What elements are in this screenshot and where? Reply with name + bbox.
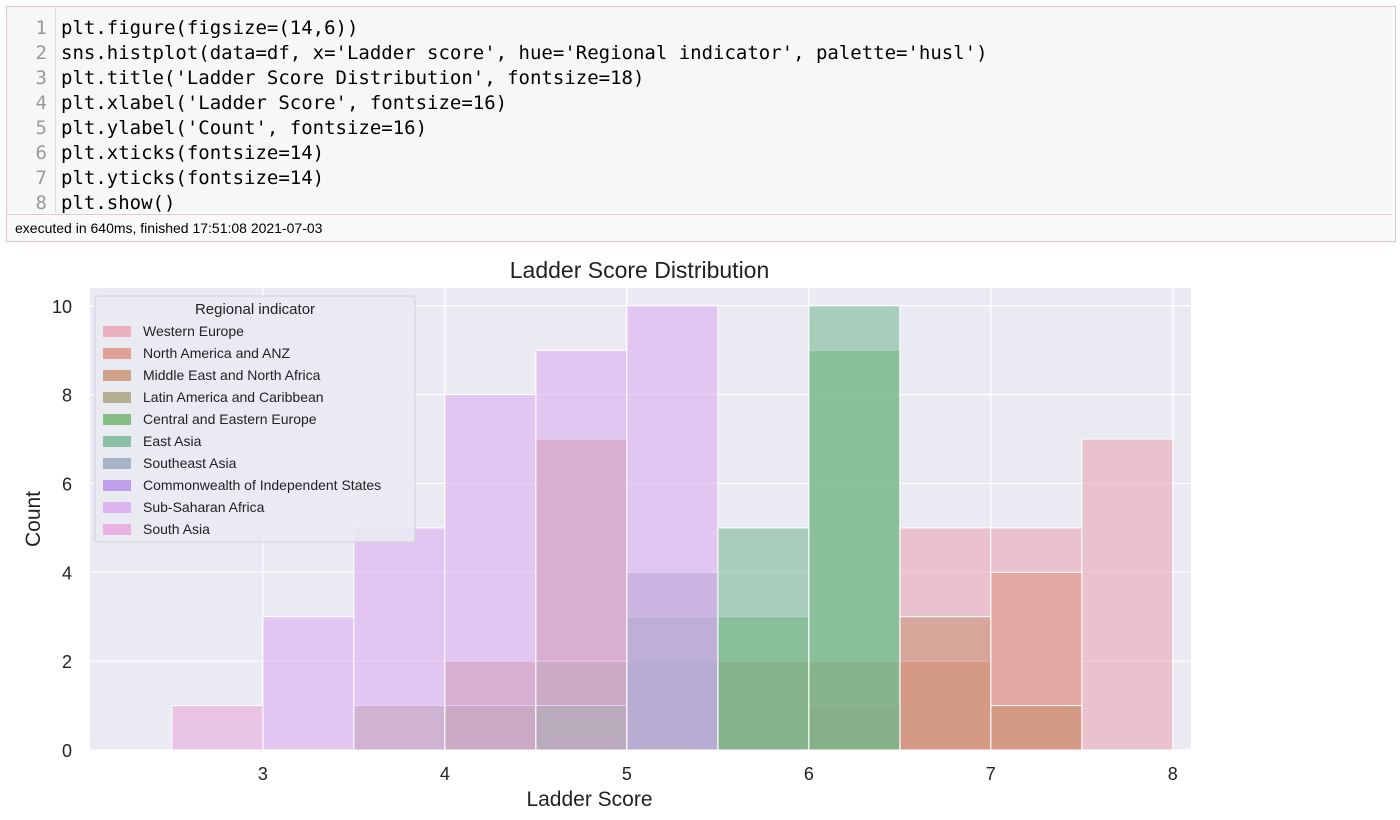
y-tick-label: 4 (62, 563, 72, 583)
histogram-bar (171, 705, 264, 751)
x-tick-label: 6 (804, 764, 814, 784)
x-tick-label: 4 (440, 764, 450, 784)
histogram-bar (353, 527, 446, 751)
histogram-bar (717, 527, 810, 751)
y-tick-label: 0 (62, 741, 72, 761)
legend-swatch (103, 370, 131, 381)
histogram-chart: 3 4 5 6 7 8 0 2 4 6 8 10 Ladder Score Distribution La… (22, 257, 1191, 811)
histogram-bar (262, 616, 355, 751)
x-tick-label: 3 (258, 764, 268, 784)
line-number: 7 (35, 167, 47, 189)
legend-label: South Asia (143, 521, 210, 537)
legend-swatch (103, 392, 131, 403)
histogram-bar (535, 349, 628, 751)
x-tick-label: 5 (622, 764, 632, 784)
histogram-bar (626, 305, 719, 751)
y-tick-label: 8 (62, 386, 72, 406)
line-number: 8 (35, 192, 47, 214)
legend-label: Latin America and Caribbean (143, 389, 324, 405)
execution-status-text: executed in 640ms, finished 17:51:08 202… (15, 220, 323, 236)
legend-label: North America and ANZ (143, 345, 291, 361)
x-tick-label: 7 (986, 764, 996, 784)
line-number-gutter: 1 2 3 4 5 6 7 8 (7, 7, 56, 214)
line-number: 5 (35, 117, 47, 139)
legend-swatch (103, 326, 131, 337)
legend-label: Middle East and North Africa (143, 367, 321, 383)
line-number: 1 (35, 17, 47, 39)
legend-swatch (103, 458, 131, 469)
legend-swatch (103, 436, 131, 447)
legend-label: East Asia (143, 433, 202, 449)
code-line[interactable]: plt.figure(figsize=(14,6)) (61, 17, 359, 39)
line-number: 3 (35, 67, 47, 89)
legend-label: Southeast Asia (143, 455, 237, 471)
legend-swatch (103, 524, 131, 535)
legend-label: Commonwealth of Independent States (143, 477, 381, 493)
histogram-bar (899, 616, 992, 751)
legend-swatch (103, 348, 131, 359)
histogram-bar (444, 394, 537, 751)
y-tick-label: 2 (62, 652, 72, 672)
y-tick-label: 6 (62, 474, 72, 494)
legend-swatch (103, 502, 131, 513)
line-number: 2 (35, 42, 47, 64)
code-line[interactable]: plt.xlabel('Ladder Score', fontsize=16) (61, 92, 508, 114)
legend-box (94, 295, 416, 543)
code-line[interactable]: plt.title('Ladder Score Distribution', f… (61, 67, 645, 89)
code-line[interactable]: plt.show() (61, 192, 176, 214)
legend-label: Sub-Saharan Africa (143, 499, 265, 515)
line-number: 6 (35, 142, 47, 164)
line-number: 4 (35, 92, 47, 114)
legend-title: Regional indicator (195, 301, 315, 318)
histogram-bar (808, 305, 901, 751)
histogram-bar (1081, 438, 1174, 751)
legend-label: Western Europe (143, 323, 244, 339)
code-editor[interactable]: 1 2 3 4 5 6 7 8 plt.figure(figsize=(14,6… (7, 7, 1393, 214)
legend-swatch (103, 414, 131, 425)
code-line[interactable]: sns.histplot(data=df, x='Ladder score', … (61, 42, 988, 64)
legend-label: Central and Eastern Europe (143, 411, 317, 427)
y-tick-label: 10 (52, 297, 72, 317)
code-line[interactable]: plt.yticks(fontsize=14) (61, 167, 325, 189)
y-axis-label: Count (22, 491, 45, 547)
code-cell[interactable]: 1 2 3 4 5 6 7 8 plt.figure(figsize=(14,6… (6, 6, 1396, 242)
histogram-output: 3 4 5 6 7 8 0 2 4 6 8 10 Ladder Score Distribution La… (0, 245, 1400, 815)
code-line[interactable]: plt.xticks(fontsize=14) (61, 142, 325, 164)
legend-swatch (103, 480, 131, 491)
histogram-bar (990, 705, 1083, 751)
chart-title: Ladder Score Distribution (510, 257, 770, 283)
x-tick-label: 8 (1168, 764, 1178, 784)
x-axis-label: Ladder Score (526, 788, 652, 811)
execution-status-bar: executed in 640ms, finished 17:51:08 202… (7, 214, 1393, 241)
code-line[interactable]: plt.ylabel('Count', fontsize=16) (61, 117, 428, 139)
